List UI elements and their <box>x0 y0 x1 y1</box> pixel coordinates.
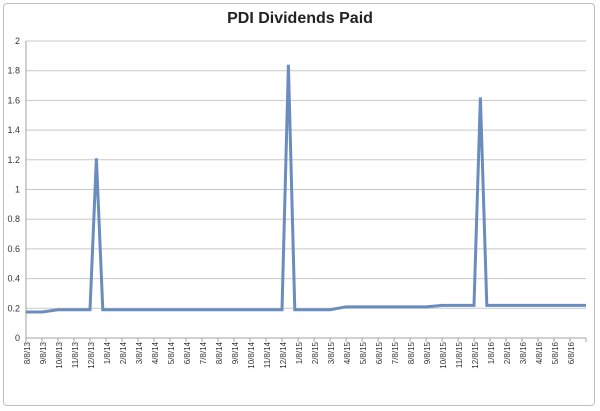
y-tick-label: 1.2 <box>7 155 20 165</box>
x-tick-label: 6/8/16 <box>567 341 576 364</box>
chart-frame <box>3 3 595 406</box>
x-tick-label: 8/8/14 <box>215 341 224 364</box>
y-tick-label: 2 <box>15 36 20 46</box>
x-tick-label: 1/8/16 <box>487 341 496 364</box>
y-tick-label: 0.6 <box>7 244 20 254</box>
x-tick-label: 2/8/14 <box>119 341 128 364</box>
x-tick-label: 6/8/15 <box>375 341 384 364</box>
y-tick-label: 1.4 <box>7 125 20 135</box>
series-layer <box>25 64 587 314</box>
x-tick-label: 4/8/14 <box>151 341 160 364</box>
chart-title: PDI Dividends Paid <box>227 10 373 27</box>
x-tick-label: 7/8/15 <box>391 341 400 364</box>
y-tick-label: 0 <box>15 333 20 343</box>
x-tick-label: 12/8/15 <box>471 341 480 368</box>
x-tick-label: 11/8/13 <box>71 341 80 368</box>
gridlines <box>26 40 586 309</box>
x-tick-label: 6/8/14 <box>183 341 192 364</box>
x-tick-label: 1/8/15 <box>295 341 304 364</box>
x-tick-label: 10/8/14 <box>247 341 256 368</box>
x-tick-label: 4/8/16 <box>535 341 544 364</box>
x-tick-label: 8/8/15 <box>407 341 416 364</box>
x-tick-label: 1/8/14 <box>103 341 112 364</box>
y-tick-label: 0.2 <box>7 303 20 313</box>
x-tick-labels: 8/8/13 9/8/13 10/8/13 11/8/13 12/8/13 1/8/14 2… <box>23 341 576 368</box>
x-tick-label: 10/8/15 <box>439 341 448 368</box>
x-tick-label: 9/8/13 <box>39 341 48 364</box>
x-tick-label: 10/8/13 <box>55 341 64 368</box>
x-tick-label: 5/8/16 <box>551 341 560 364</box>
x-tick-label: 12/8/13 <box>87 341 96 368</box>
axes <box>25 41 587 342</box>
x-tick-label: 11/8/14 <box>263 341 272 368</box>
y-tick-labels: 0 0.2 0.4 0.6 0.8 1 1.2 1.4 1.6 1.8 2 <box>7 36 20 343</box>
y-tick-label: 0.4 <box>7 274 20 284</box>
x-tick-label: 3/8/16 <box>519 341 528 364</box>
x-tick-label: 8/8/13 <box>23 341 32 364</box>
x-tick-label: 5/8/15 <box>359 341 368 364</box>
x-tick-label: 9/8/14 <box>231 341 240 364</box>
series-line <box>26 64 586 314</box>
y-tick-label: 0.8 <box>7 214 20 224</box>
x-tick-label: 5/8/14 <box>167 341 176 364</box>
x-tick-label: 2/8/16 <box>503 341 512 364</box>
x-tick-label: 2/8/15 <box>311 341 320 364</box>
x-tick-label: 3/8/15 <box>327 341 336 364</box>
x-tick-label: 9/8/15 <box>423 341 432 364</box>
x-tick-label: 7/8/14 <box>199 341 208 364</box>
x-tick-label: 11/8/15 <box>455 341 464 368</box>
x-tick-label: 4/8/15 <box>343 341 352 364</box>
y-tick-label: 1.6 <box>7 95 20 105</box>
x-tick-label: 12/8/14 <box>279 341 288 368</box>
y-tick-label: 1 <box>15 185 20 195</box>
x-tick-label: 3/8/14 <box>135 341 144 364</box>
y-tick-label: 1.8 <box>7 66 20 76</box>
